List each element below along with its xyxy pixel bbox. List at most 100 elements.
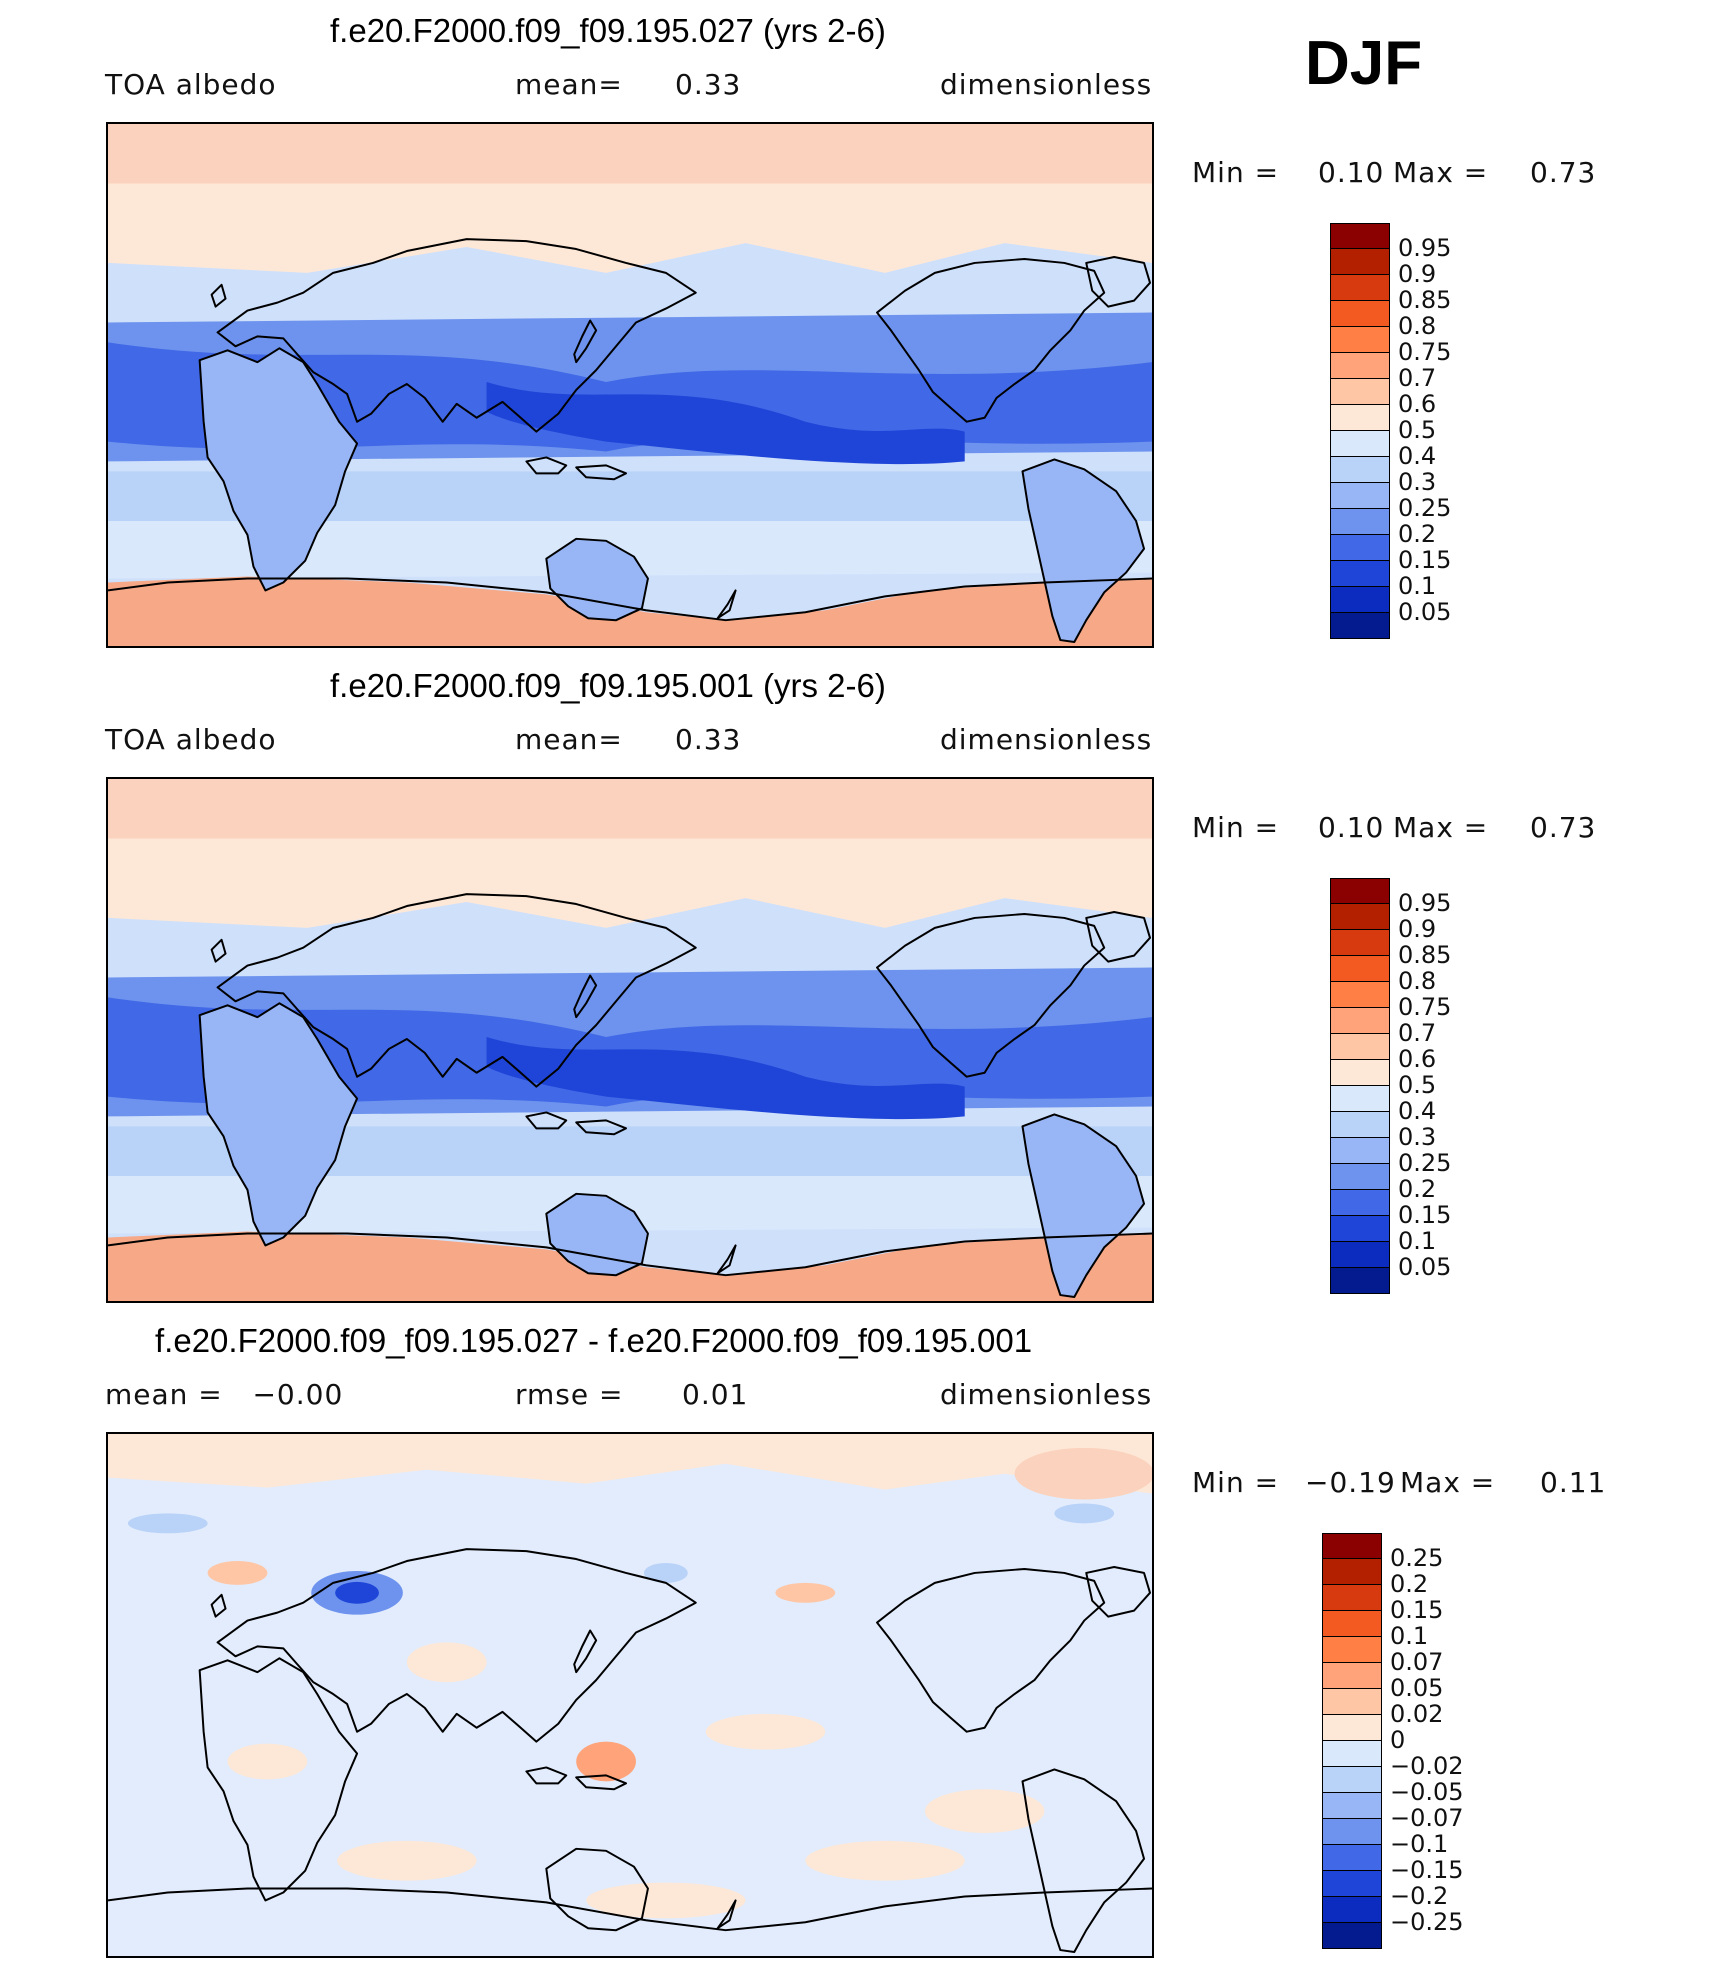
colorbar-tick-label: −0.15	[1390, 1856, 1464, 1884]
northern-band	[108, 183, 1152, 273]
panel2-colorbar: 0.95 0.9 0.85 0.8 0.75 0.7 0.6 0.5 0.4 0.3 0.25 0.2…	[1330, 878, 1451, 1294]
anomaly-patch	[406, 1642, 487, 1683]
coastline	[1085, 910, 1152, 963]
panel2-max-value: 0.73	[1530, 811, 1597, 844]
colorbar-swatch	[1330, 1060, 1390, 1086]
southern-band	[108, 471, 1152, 531]
land-area	[1022, 1114, 1145, 1298]
colorbar-swatch	[1330, 457, 1390, 483]
land-area	[199, 1003, 358, 1246]
colorbar-tick-label: 0.95	[1398, 889, 1452, 917]
colorbar-swatch	[1322, 1819, 1382, 1845]
colorbar-tick-label: 0.25	[1398, 1149, 1452, 1177]
colorbar-swatch	[1322, 1611, 1382, 1637]
panel2-mean-value: 0.33	[675, 723, 742, 756]
anomaly-patch	[924, 1789, 1045, 1833]
coastline	[198, 1002, 359, 1247]
panel3-rmse-value: 0.01	[682, 1378, 749, 1411]
coastline	[716, 589, 737, 620]
coastline	[108, 1232, 1152, 1277]
colorbar-swatch	[1330, 1112, 1390, 1138]
panel3-mean: mean = −0.00	[105, 1378, 344, 1411]
colorbar-tick-label: 0.95	[1398, 234, 1452, 262]
panel1-units: dimensionless	[940, 68, 1153, 101]
colorbar-tick-label: 0.15	[1398, 1201, 1452, 1229]
southern-ocean	[108, 1175, 1152, 1234]
colorbar-swatch	[1322, 1897, 1382, 1923]
panel1-field-name: TOA albedo	[105, 68, 277, 101]
colorbar-tick-label: 0.3	[1398, 468, 1437, 496]
coastline	[575, 1774, 628, 1791]
darkest-band	[486, 1037, 965, 1120]
panel1-mean-label: mean=	[515, 68, 623, 101]
coastline	[216, 893, 697, 1088]
season-label: DJF	[1305, 29, 1423, 98]
colorbar-swatch	[1322, 1637, 1382, 1663]
colorbar-swatch	[1330, 405, 1390, 431]
colorbar-swatch	[1330, 1268, 1390, 1294]
colorbar-tick-label: 0.7	[1398, 364, 1437, 392]
coastline	[876, 1567, 1106, 1733]
colorbar-tick-label: 0.1	[1398, 1227, 1437, 1255]
panel1-max-value: 0.73	[1530, 156, 1597, 189]
panel1-min-label: Min =	[1192, 156, 1280, 189]
colorbar-swatch	[1330, 301, 1390, 327]
colorbar-swatch	[1322, 1715, 1382, 1741]
colorbar-tick-label: 0.5	[1398, 416, 1437, 444]
colorbar-swatch	[1322, 1533, 1382, 1559]
colorbar-tick-label: 0.9	[1398, 915, 1437, 943]
panel2-map	[106, 777, 1154, 1303]
panel1-mean-value: 0.33	[675, 68, 742, 101]
panel3-max-label: Max =	[1400, 1466, 1496, 1499]
panel1-title: f.e20.F2000.f09_f09.195.027 (yrs 2-6)	[330, 12, 886, 49]
anomaly-patch	[335, 1581, 379, 1604]
coastline	[716, 1244, 737, 1275]
coastline	[876, 257, 1106, 423]
coastline	[876, 912, 1106, 1078]
panel2-units: dimensionless	[940, 723, 1153, 756]
colorbar-swatch	[1330, 249, 1390, 275]
panel2-title: f.e20.F2000.f09_f09.195.001 (yrs 2-6)	[330, 667, 886, 704]
coastline	[108, 1887, 1152, 1932]
colorbar-swatch	[1330, 956, 1390, 982]
coastline	[1021, 458, 1146, 644]
coastline	[198, 347, 359, 592]
anomaly-patch	[227, 1743, 308, 1780]
panel2-mean-label: mean=	[515, 723, 623, 756]
panel1-map	[106, 122, 1154, 648]
panel2-min-label: Min =	[1192, 811, 1280, 844]
colorbar-swatch	[1330, 1242, 1390, 1268]
coastline	[210, 283, 227, 308]
coastline	[545, 537, 649, 622]
colorbar-tick-label: 0.9	[1398, 260, 1437, 288]
colorbar-swatch	[1322, 1689, 1382, 1715]
coastline	[198, 1657, 359, 1902]
colorbar-tick-label: 0.3	[1398, 1123, 1437, 1151]
colorbar-swatch	[1330, 1034, 1390, 1060]
colorbar-swatch	[1330, 587, 1390, 613]
colorbar-swatch	[1330, 1164, 1390, 1190]
southern-ocean	[108, 520, 1152, 579]
colorbar-tick-label: 0.1	[1390, 1622, 1429, 1650]
anomaly-patch	[705, 1713, 826, 1750]
colorbar-tick-label: 0.8	[1398, 967, 1437, 995]
colorbar-swatch	[1330, 1086, 1390, 1112]
coastline	[210, 938, 227, 963]
panel3-max-value: 0.11	[1540, 1466, 1607, 1499]
colorbar-tick-label: 0.2	[1398, 1175, 1437, 1203]
colorbar-tick-label: 0.8	[1398, 312, 1437, 340]
panel3-min-value: −0.19	[1305, 1466, 1396, 1499]
colorbar-tick-label: −0.07	[1390, 1804, 1464, 1832]
colorbar-tick-label: 0.07	[1390, 1648, 1444, 1676]
coastline	[525, 1111, 568, 1130]
coastline	[210, 1593, 227, 1618]
colorbar-swatch	[1322, 1559, 1382, 1585]
colorbar-swatch	[1330, 982, 1390, 1008]
colorbar-swatch	[1322, 1923, 1382, 1949]
panel3-map	[106, 1432, 1154, 1958]
darkest-band	[486, 382, 965, 465]
anomaly-patch	[1014, 1447, 1152, 1500]
colorbar-swatch	[1322, 1663, 1382, 1689]
colorbar-swatch	[1330, 327, 1390, 353]
colorbar-swatch	[1322, 1741, 1382, 1767]
